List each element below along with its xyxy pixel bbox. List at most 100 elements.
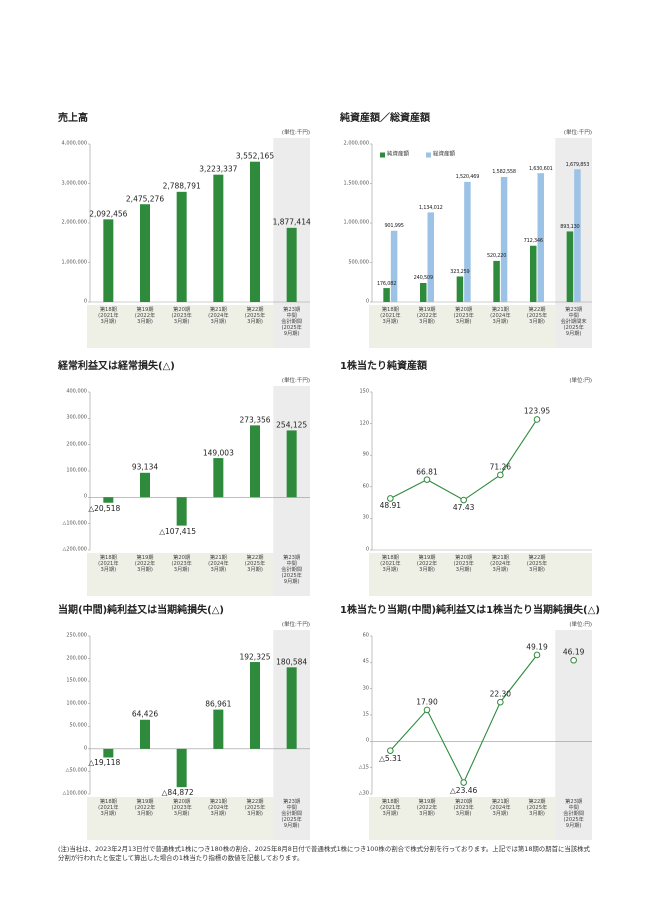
- x-tick-label: 第21期 (2024年 3月期): [490, 799, 511, 817]
- y-tick-label: 2,000,000: [343, 140, 369, 147]
- chart-svg: [369, 630, 592, 840]
- value-label: 71.26: [489, 462, 512, 472]
- x-tick-label: 第20期 (2023年 3月期): [171, 799, 192, 817]
- x-tick-label: 第23期 中間 会計期間 (2025年 9月期): [281, 555, 303, 585]
- value-label: 49.19: [526, 642, 548, 652]
- x-tick-label: 第18期 (2021年 3月期): [380, 799, 401, 817]
- y-tick-label: 150: [359, 388, 369, 395]
- bar: [286, 430, 297, 498]
- chart: 経常利益又は経常損失(△) (単位:千円) △200,000 △100,000 0 100…: [58, 360, 320, 600]
- bar: [250, 161, 260, 302]
- interim-shade: [555, 630, 592, 840]
- value-label: △23.46: [450, 785, 478, 795]
- value-label: 123.95: [523, 406, 551, 416]
- value-label: 93,134: [131, 462, 159, 472]
- y-tick-label: △15: [358, 764, 369, 771]
- bar: [140, 472, 150, 498]
- x-tick-label: 第21期 (2024年 3月期): [490, 307, 511, 325]
- value-label: 323,259: [450, 268, 470, 275]
- x-tick-label: 第19期 (2022年 3月期): [134, 555, 156, 573]
- x-tick-label: 第22期 (2025年 3月期): [244, 307, 266, 325]
- x-tick-label: 第22期 (2025年 3月期): [244, 799, 266, 817]
- unit-label: (単位:千円): [563, 130, 592, 136]
- x-tick-label: 第21期 (2024年 3月期): [208, 555, 229, 573]
- bar: [427, 212, 434, 302]
- point: [423, 476, 431, 483]
- value-label: 180,584: [276, 657, 308, 667]
- bar: [566, 231, 574, 302]
- value-label: △107,415: [159, 526, 197, 536]
- y-tick-label: 45: [362, 658, 369, 665]
- value-label: 893,130: [560, 223, 580, 230]
- category-band: [369, 797, 592, 840]
- legend-swatch: [426, 152, 431, 158]
- bar: [140, 719, 150, 749]
- value-label: 17.90: [416, 697, 438, 707]
- y-tick-label: 200,000: [66, 655, 87, 662]
- y-tick-label: 50,000: [69, 722, 88, 729]
- value-label: 64,426: [131, 709, 159, 719]
- y-tick-label: △100,000: [62, 790, 87, 797]
- point: [423, 706, 431, 714]
- value-label: 254,125: [276, 420, 308, 430]
- value-label: △5.31: [379, 753, 402, 763]
- y-tick-label: 4,000,000: [61, 140, 87, 147]
- value-label: 2,092,456: [89, 209, 128, 219]
- x-tick-label: 第19期 (2022年 3月期): [134, 799, 156, 817]
- y-tick-label: 15: [362, 711, 369, 718]
- y-tick-label: 120: [359, 420, 369, 427]
- bar: [250, 425, 260, 498]
- bar: [140, 204, 150, 302]
- chart: 1株当たり当期(中間)純利益又は1株当たり当期純損失(△) (単位:円) △30 △1…: [340, 604, 602, 844]
- category-band: [369, 305, 592, 348]
- x-tick-label: 第22期 (2025年 3月期): [526, 799, 548, 817]
- chart: 当期(中間)純利益又は当期純損失(△) (単位:千円) △100,000 △50,00…: [58, 604, 320, 844]
- unit-label: (単位:千円): [281, 130, 310, 136]
- x-tick-label: 第19期 (2022年 3月期): [416, 307, 438, 325]
- value-label: 47.43: [452, 503, 475, 513]
- point: [387, 495, 394, 502]
- bar: [213, 174, 224, 302]
- legend-swatch: [380, 152, 385, 158]
- point: [533, 416, 541, 423]
- bar: [500, 176, 508, 302]
- value-label: 2,475,276: [125, 194, 165, 204]
- chart-title: 経常利益又は経常損失(△): [58, 361, 175, 372]
- bar: [420, 282, 427, 302]
- chart-title: 1株当たり純資産額: [340, 361, 427, 372]
- bar: [213, 458, 224, 498]
- x-tick-label: 第18期 (2021年 3月期): [98, 799, 119, 817]
- bar: [530, 245, 537, 302]
- category-band: [87, 305, 310, 348]
- value-label: 192,325: [239, 652, 271, 662]
- y-tick-label: 0: [365, 298, 369, 305]
- value-label: △84,872: [161, 788, 194, 798]
- x-tick-label: 第23期 中間 会計期間 (2025年 9月期): [563, 799, 585, 829]
- point: [460, 496, 467, 504]
- y-tick-label: 300,000: [66, 414, 87, 421]
- unit-label: (単位:千円): [281, 622, 310, 628]
- x-tick-label: 第21期 (2024年 3月期): [208, 799, 229, 817]
- unit-label: (単位:円): [569, 622, 592, 628]
- bar: [176, 497, 187, 526]
- value-label: 86,961: [205, 699, 232, 709]
- value-label: 22.30: [489, 689, 512, 699]
- chart-svg: [369, 138, 592, 348]
- y-tick-label: 0: [83, 493, 87, 500]
- y-tick-label: 100,000: [66, 700, 87, 707]
- chart: 純資産額／総資産額 (単位:千円) 0 500,000 1,000,000 1,500,0…: [340, 112, 602, 352]
- value-label: 1,582,558: [492, 169, 516, 176]
- legend-label: 総資産額: [433, 151, 456, 158]
- chart-svg: [87, 138, 310, 348]
- y-tick-label: 1,000,000: [61, 259, 87, 265]
- unit-label: (単位:円): [569, 378, 592, 384]
- bar: [176, 748, 187, 788]
- bar: [103, 748, 114, 758]
- y-tick-label: △100,000: [62, 520, 87, 527]
- y-tick-label: 400,000: [66, 388, 87, 395]
- unit-label: (単位:千円): [281, 378, 310, 384]
- point: [497, 698, 504, 706]
- x-tick-label: 第20期 (2023年 3月期): [453, 307, 474, 325]
- category-band: [369, 553, 592, 596]
